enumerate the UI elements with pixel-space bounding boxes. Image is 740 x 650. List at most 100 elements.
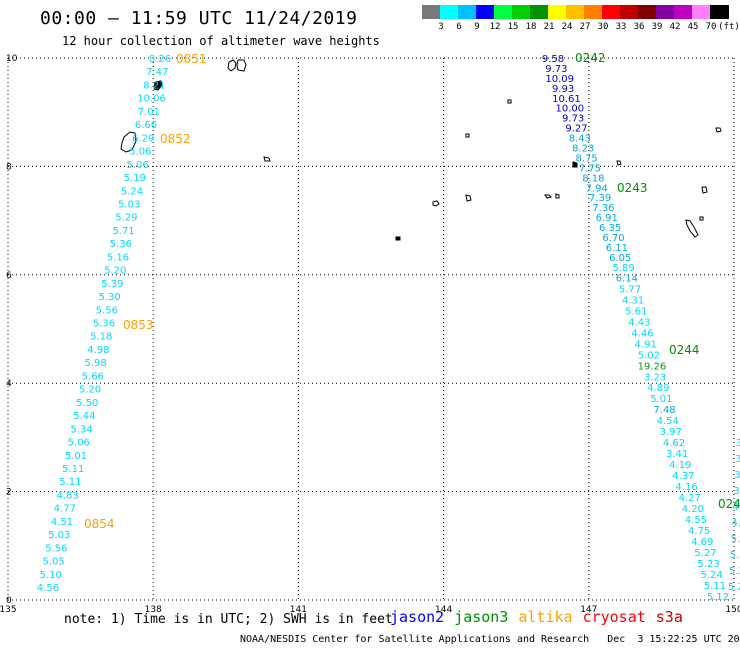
wave-height-value: 9.93 [552,84,574,95]
wave-height-value: 6.91 [596,213,618,224]
jason3-swath: 9.589.7310.099.9310.6110.009.739.278.438… [542,54,729,603]
wave-height-value: 5.24 [121,186,143,197]
color-scale-label: 70 [705,22,717,32]
wave-height-value: 6.29 [132,133,154,144]
wave-height-value: 10.00 [555,104,584,115]
color-scale-label: (ft) [718,22,740,32]
wave-height-value: 10.09 [545,74,574,85]
island-outline [236,59,247,72]
color-swatch [566,5,585,19]
color-swatch [494,5,513,19]
color-scale-label: 33 [615,22,627,32]
lon-tick-label: 150 [725,605,740,615]
wave-height-value: 5.03 [48,530,70,541]
wave-height-value: 4.43 [628,317,650,328]
wave-height-value: 6.66 [135,120,157,131]
wave-height-value: 5.66 [82,371,104,382]
legend-entry-jason3: jason3 [454,608,509,626]
island-outline [701,186,708,194]
color-swatch [530,5,549,19]
lon-tick-label: 141 [290,605,307,615]
wave-height-value: 5.20 [728,582,740,593]
satellite-legend: jason2 jason3 altika cryosat s3a [390,608,693,626]
wave-height-value: 5.34 [70,424,92,435]
island-outline [465,194,472,202]
wave-height-value: 5.01 [650,394,672,405]
island-outline [572,161,578,168]
legend-entry-altika: altika [518,608,573,626]
pass-time-label: 0851 [176,52,207,66]
color-scale-label: 3 [438,22,444,32]
pass-time-label: 0854 [84,517,115,531]
wave-height-value: 9.73 [545,64,567,75]
wave-height-value: 4.75 [688,526,710,537]
color-scale-label: 9 [474,22,480,32]
altika-swath: 8.26 7.47 8.21 10.06 7.01 6.66 6.29 5.06 5.06 5.1… [37,54,171,594]
credit-line: NOAA/NESDIS Center for Satellite Applica… [240,634,740,645]
wave-height-value: 7.48 [653,405,675,416]
island-outline [685,219,699,238]
wave-height-value: 5.56 [96,305,118,316]
wave-height-value: 5.27 [694,548,716,559]
color-scale-label: 15 [507,22,519,32]
wave-height-value: 5.01 [65,451,87,462]
wave-height-value: 3 [736,438,740,449]
pass-time-label: 0244 [669,343,700,357]
wave-height-value: 7.47 [146,67,168,78]
island-outline [432,200,440,207]
island-outline [465,133,470,138]
lat-tick-label: 4 [6,379,12,389]
wave-height-value: 5.24 [701,570,723,581]
wave-height-value: 7.36 [592,203,614,214]
wave-height-value: 5.18 [90,332,112,343]
lon-tick-label: 144 [435,605,452,615]
wave-height-value: 5.06 [129,147,151,158]
legend-entry-jason2: jason2 [390,608,445,626]
pass-time-label: 0242 [575,51,606,65]
wave-height-value: 9.73 [562,114,584,125]
wave-height-value: 4.9 [732,502,740,513]
wave-height-value: 5.44 [73,411,95,422]
color-swatch [440,5,459,19]
wave-height-value: 3.23 [644,372,666,383]
wave-height-value: 7.94 [586,183,608,194]
wave-height-value: 5.20 [79,385,101,396]
wave-height-value: 5.50 [76,398,98,409]
wave-height-value: 4.83 [56,490,78,501]
color-scale-label: 45 [687,22,699,32]
wave-height-value: 8.75 [575,153,597,164]
wave-height-value: 5.29 [115,213,137,224]
wave-height-value: 9.58 [542,54,564,65]
wave-height-value: 5.11 [704,581,726,592]
wave-height-value: 4.77 [54,504,76,515]
wave-height-value: 5.71 [112,226,134,237]
pass-time-label: 0852 [160,132,191,146]
map-grid [7,57,735,601]
wave-height-value: 4.54 [657,416,679,427]
wave-height-value: 4.62 [663,438,685,449]
wave-height-value: 5.06 [68,438,90,449]
wave-height-value: 6.05 [609,253,631,264]
wave-height-value: 5.12 [707,592,729,603]
wave-height-value: 5.16 [107,252,129,263]
color-swatch [458,5,477,19]
wave-height-value: 8.26 [149,54,171,65]
color-scale-label: 30 [597,22,609,32]
island-outline [715,127,722,133]
wave-height-value: 4.51 [51,517,73,528]
wave-height-value: 5.89 [612,263,634,274]
color-scale-label: 18 [525,22,537,32]
wave-height-value: 4.37 [672,471,694,482]
wave-height-value: 4.19 [669,460,691,471]
wave-height-value: 6.11 [606,243,628,254]
wave-height-value: 5.11 [62,464,84,475]
color-scale-label: 42 [669,22,681,32]
wave-height-value: 7.01 [138,107,160,118]
color-swatch [422,5,441,19]
wave-height-value: 5.19 [124,173,146,184]
pass-time-label: 0853 [123,318,154,332]
wave-height-value: 5.36 [110,239,132,250]
wave-height-value: 7.75 [579,163,601,174]
color-scale-label: 27 [579,22,591,32]
wave-height-value: 3 [733,486,739,497]
